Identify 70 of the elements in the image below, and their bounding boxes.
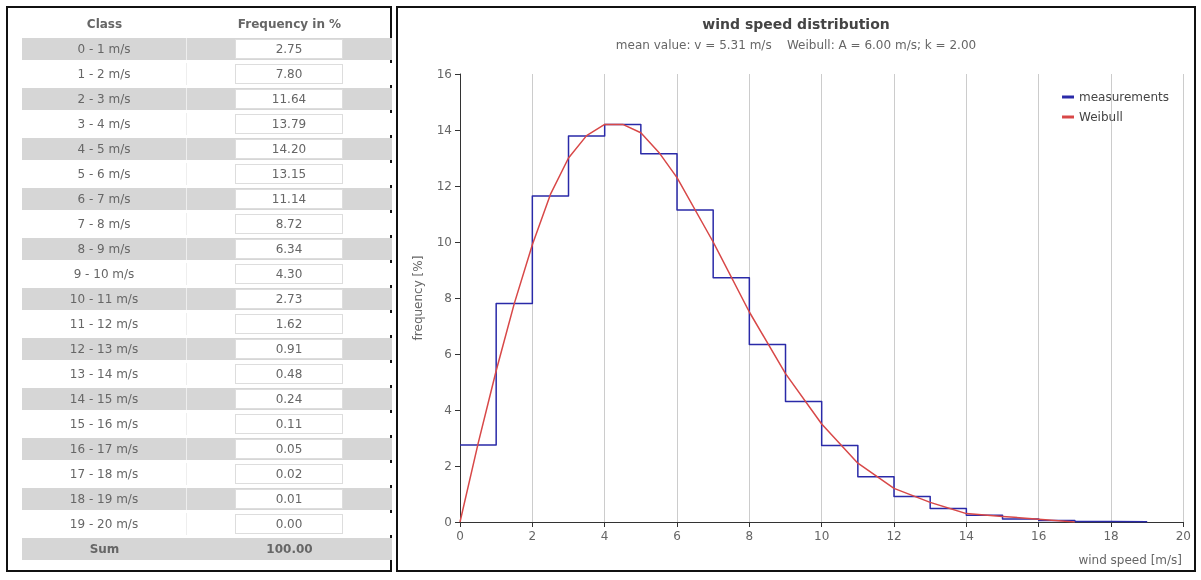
y-tick-label: 6 xyxy=(444,347,452,361)
text: 18 - 19 m/s xyxy=(22,488,187,510)
text: 8.72 xyxy=(235,214,343,234)
text: 13 - 14 m/s xyxy=(22,363,187,385)
text: 16 - 17 m/s xyxy=(22,438,187,460)
y-tick-label: 4 xyxy=(444,403,452,417)
x-tick-label: 10 xyxy=(814,529,830,543)
x-tick-label: 16 xyxy=(1031,529,1047,543)
text: 0.48 xyxy=(235,364,343,384)
text: 0.05 xyxy=(235,439,343,459)
text: 14.20 xyxy=(235,139,343,159)
text: Sum xyxy=(88,541,121,558)
chart-title: wind speed distribution xyxy=(702,16,890,32)
text: 100.00 xyxy=(265,541,314,558)
text: 0.11 xyxy=(235,414,343,434)
text: 4.30 xyxy=(235,264,343,284)
y-tick-label: 2 xyxy=(444,459,452,473)
x-tick-label: 4 xyxy=(600,529,609,543)
text: 19 - 20 m/s xyxy=(22,513,187,535)
text: 0.00 xyxy=(235,514,343,534)
text: 14 - 15 m/s xyxy=(22,388,187,410)
text: 12 - 13 m/s xyxy=(22,338,187,360)
text: 5 - 6 m/s xyxy=(22,163,187,185)
text: 13.79 xyxy=(235,114,343,134)
legend-label: measurements xyxy=(1079,90,1170,104)
text: 9 - 10 m/s xyxy=(22,263,187,285)
x-tick-label: 2 xyxy=(528,529,537,543)
x-tick-label: 12 xyxy=(886,529,902,543)
text: 15 - 16 m/s xyxy=(22,413,187,435)
text: Frequency in % xyxy=(236,16,343,33)
text: 4 - 5 m/s xyxy=(22,138,187,160)
text: 11.64 xyxy=(235,89,343,109)
text: 0.91 xyxy=(235,339,343,359)
x-tick-label: 8 xyxy=(745,529,754,543)
x-axis-title: wind speed [m/s] xyxy=(1078,553,1183,567)
text: 0.01 xyxy=(235,489,343,509)
text: 13.15 xyxy=(235,164,343,184)
chart-subtitle: mean value: v = 5.31 m/s Weibull: A = 6.00 m/s; k = 2.00 xyxy=(615,38,977,52)
text: 0 - 1 m/s xyxy=(22,38,187,60)
text: 2.73 xyxy=(235,289,343,309)
text: 2 - 3 m/s xyxy=(22,88,187,110)
text: 7 - 8 m/s xyxy=(22,213,187,235)
legend-label: Weibull xyxy=(1079,110,1123,124)
text: 2.75 xyxy=(235,39,343,59)
text: 3 - 4 m/s xyxy=(22,113,187,135)
x-tick-label: 20 xyxy=(1175,529,1192,543)
x-tick-label: 18 xyxy=(1103,529,1119,543)
y-tick-label: 14 xyxy=(436,123,452,137)
y-tick-label: 8 xyxy=(444,291,452,305)
y-tick-label: 12 xyxy=(436,179,452,193)
text: Class xyxy=(85,16,124,33)
text: 11.14 xyxy=(235,189,343,209)
text: 1 - 2 m/s xyxy=(22,63,187,85)
text: 11 - 12 m/s xyxy=(22,313,187,335)
text: 6 - 7 m/s xyxy=(22,188,187,210)
text: 8 - 9 m/s xyxy=(22,238,187,260)
y-axis-title: frequency [%] xyxy=(411,255,425,341)
y-tick-label: 0 xyxy=(444,515,452,529)
text: 6.34 xyxy=(235,239,343,259)
y-tick-label: 16 xyxy=(436,67,452,81)
text: 17 - 18 m/s xyxy=(22,463,187,485)
x-tick-label: 6 xyxy=(673,529,681,543)
x-tick-label: 14 xyxy=(958,529,974,543)
text: 10 - 11 m/s xyxy=(22,288,187,310)
text: 1.62 xyxy=(235,314,343,334)
y-tick-label: 10 xyxy=(436,235,452,249)
text: 7.80 xyxy=(235,64,343,84)
text: 0.02 xyxy=(235,464,343,484)
x-tick-label: 0 xyxy=(456,529,464,543)
text: 0.24 xyxy=(235,389,343,409)
